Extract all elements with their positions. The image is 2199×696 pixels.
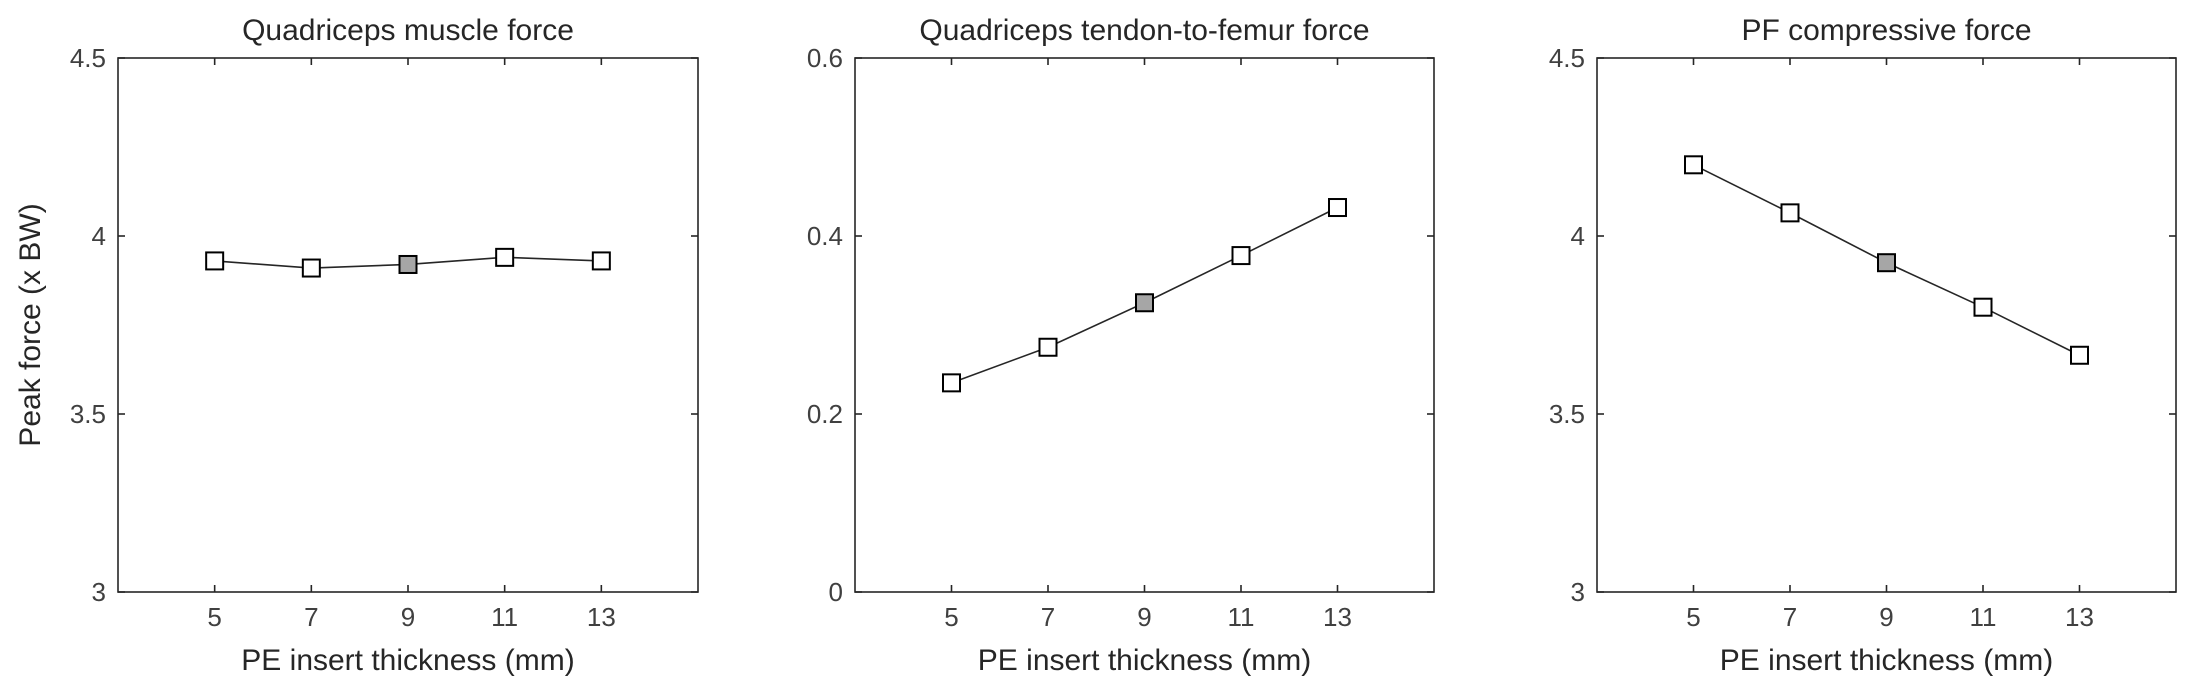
y-tick-label: 3.5 — [1549, 399, 1585, 429]
x-tick-label: 5 — [207, 602, 221, 632]
y-tick-label: 0.2 — [807, 399, 843, 429]
x-tick-label: 5 — [1686, 602, 1700, 632]
data-point-marker — [1135, 293, 1154, 313]
y-tick-label: 3.5 — [70, 399, 106, 429]
x-axis-label: PE insert thickness (mm) — [1720, 644, 2053, 677]
chart-panel-1: 5 7 9 11 13 3 3.5 4 4.5 Quadriceps muscle force PE… — [14, 14, 699, 677]
data-point-marker — [1038, 337, 1058, 357]
data-point-marker — [398, 254, 418, 274]
y-tick-label: 4.5 — [1549, 43, 1585, 73]
plot-frame — [117, 57, 699, 593]
data-point-marker — [1684, 155, 1703, 175]
y-axis-label: Peak force (x BW) — [14, 203, 47, 446]
chart-panel-2: 5 7 9 11 13 0 0.2 0.4 0.6 Quadriceps tendon-to-fe… — [807, 14, 1435, 677]
x-tick-label: 13 — [2065, 602, 2094, 632]
data-point-marker — [1328, 198, 1347, 218]
y-tick-label: 0.4 — [807, 221, 843, 251]
plot-frame — [1596, 57, 2177, 593]
data-point-marker — [2070, 345, 2089, 365]
x-tick-label: 9 — [1879, 602, 1893, 632]
y-tick-label: 0.6 — [807, 43, 843, 73]
x-axis-label: PE insert thickness (mm) — [978, 644, 1311, 677]
x-tick-label: 7 — [304, 602, 318, 632]
y-tick-label: 0 — [829, 577, 843, 607]
data-point-marker — [1780, 203, 1800, 223]
chart-title: Quadriceps muscle force — [242, 14, 574, 47]
plot-frame — [854, 57, 1435, 593]
chart-title: Quadriceps tendon-to-femur force — [919, 14, 1369, 47]
data-point-marker — [942, 373, 961, 393]
x-tick-label: 9 — [1137, 602, 1151, 632]
data-point-marker — [301, 258, 321, 278]
data-point-marker — [495, 247, 515, 267]
x-tick-label: 9 — [401, 602, 415, 632]
x-tick-label: 13 — [587, 602, 616, 632]
x-tick-label: 7 — [1041, 602, 1055, 632]
y-tick-label: 3 — [1571, 577, 1585, 607]
x-tick-label: 5 — [944, 602, 958, 632]
y-tick-label: 3 — [92, 577, 106, 607]
x-tick-label: 11 — [1228, 602, 1255, 632]
data-point-marker — [1877, 253, 1896, 273]
chart-title: PF compressive force — [1741, 14, 2031, 47]
data-point-marker — [205, 251, 225, 271]
x-axis-label: PE insert thickness (mm) — [241, 644, 574, 677]
x-tick-label: 11 — [1970, 602, 1997, 632]
y-tick-label: 4 — [1571, 221, 1585, 251]
chart-panel-3: 5 7 9 11 13 3 3.5 4 4.5 PF compressive force PE in… — [1549, 14, 2177, 677]
data-point-marker — [591, 251, 611, 271]
y-tick-label: 4 — [92, 221, 106, 251]
data-point-marker — [1973, 297, 1993, 317]
x-tick-label: 11 — [491, 602, 518, 632]
y-tick-label: 4.5 — [70, 43, 106, 73]
x-tick-label: 7 — [1783, 602, 1797, 632]
data-point-marker — [1231, 246, 1251, 266]
x-tick-label: 13 — [1323, 602, 1352, 632]
